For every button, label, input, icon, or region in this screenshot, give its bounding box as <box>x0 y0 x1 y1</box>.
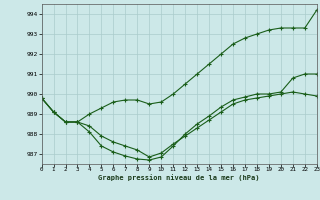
X-axis label: Graphe pression niveau de la mer (hPa): Graphe pression niveau de la mer (hPa) <box>99 174 260 181</box>
